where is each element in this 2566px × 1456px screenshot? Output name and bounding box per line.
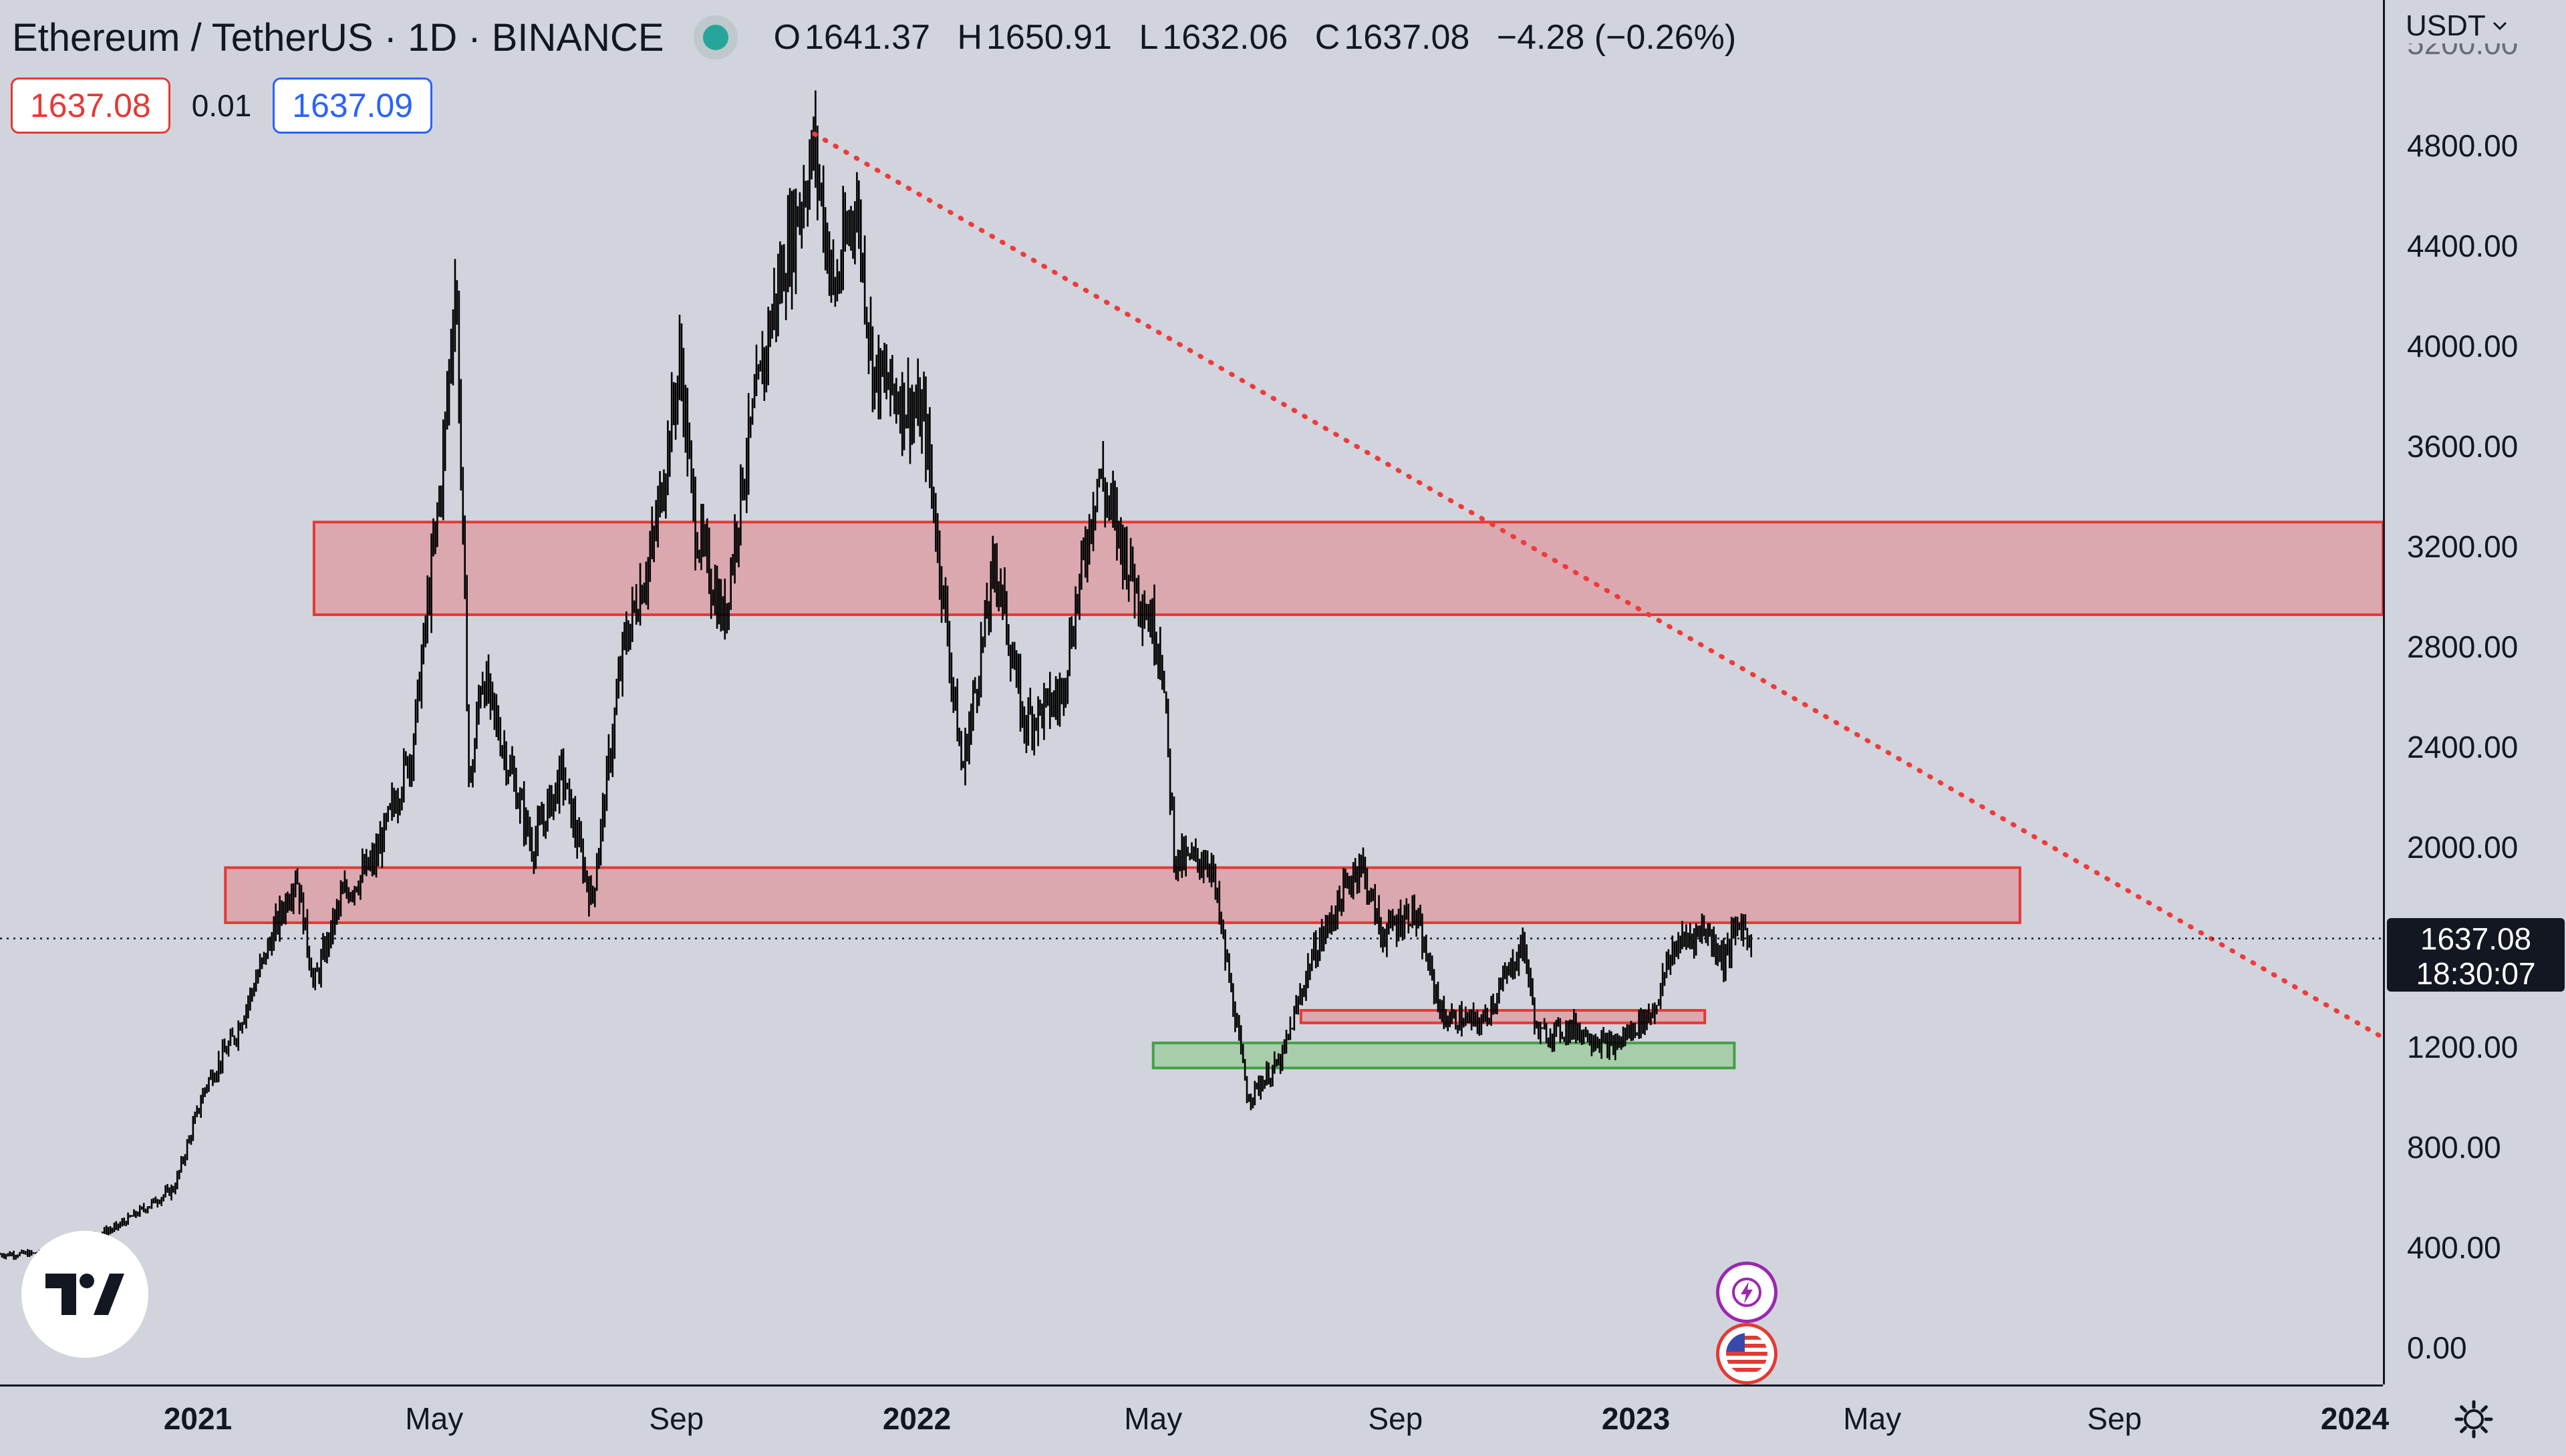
us-flag-event-icon[interactable] bbox=[1716, 1323, 1777, 1385]
price-chart[interactable] bbox=[0, 0, 2383, 1385]
descending-trendline[interactable] bbox=[812, 131, 2383, 1055]
chart-header: Ethereum / TetherUS · 1D · BINANCE O 1641… bbox=[12, 9, 1736, 65]
price-tick-1200.00: 1200.00 bbox=[2407, 1030, 2519, 1065]
price-tick-5200.00: 5200.00 bbox=[2407, 26, 2519, 61]
tradingview-logo-icon[interactable] bbox=[21, 1231, 148, 1358]
time-tick-sep: Sep bbox=[1368, 1401, 1423, 1436]
price-tick-2800.00: 2800.00 bbox=[2407, 629, 2519, 664]
last-price-label: 1637.08 18:30:07 bbox=[2387, 918, 2565, 992]
price-axis[interactable] bbox=[2383, 0, 2566, 1385]
price-tick-3200.00: 3200.00 bbox=[2407, 529, 2519, 564]
price-tick-4400.00: 4400.00 bbox=[2407, 229, 2519, 264]
currency-label: USDT bbox=[2406, 9, 2486, 42]
price-tick-4000.00: 4000.00 bbox=[2407, 329, 2519, 363]
time-tick-2023: 2023 bbox=[1601, 1401, 1671, 1436]
time-tick-sep: Sep bbox=[649, 1401, 704, 1436]
time-tick-may: May bbox=[1124, 1401, 1183, 1436]
price-tick-4800.00: 4800.00 bbox=[2407, 128, 2519, 164]
chevron-down-icon bbox=[2492, 21, 2507, 31]
resistance-zone-1[interactable] bbox=[312, 521, 2383, 616]
price-tick-400.00: 400.00 bbox=[2407, 1230, 2501, 1266]
currency-selector[interactable]: USDT bbox=[2406, 9, 2507, 43]
last-price-value: 1637.08 bbox=[2420, 921, 2532, 956]
resistance-zone-2[interactable] bbox=[224, 866, 2021, 924]
time-tick-sep: Sep bbox=[2087, 1401, 2142, 1436]
symbol-title[interactable]: Ethereum / TetherUS · 1D · BINANCE bbox=[12, 15, 664, 59]
time-tick-may: May bbox=[1843, 1401, 1902, 1436]
sell-button[interactable]: 1637.08 bbox=[11, 78, 170, 134]
lightning-icon bbox=[1732, 1278, 1761, 1307]
bar-countdown: 18:30:07 bbox=[2416, 956, 2536, 991]
market-status-icon[interactable] bbox=[693, 15, 738, 59]
change-value: −4.28 (−0.26%) bbox=[1496, 18, 1737, 57]
time-tick-2022: 2022 bbox=[882, 1401, 952, 1436]
support-zone[interactable] bbox=[1151, 1041, 1736, 1070]
time-tick-2021: 2021 bbox=[163, 1401, 233, 1436]
price-tick-800.00: 800.00 bbox=[2407, 1130, 2501, 1165]
us-flag-icon bbox=[1726, 1333, 1767, 1374]
buy-button[interactable]: 1637.09 bbox=[273, 78, 433, 134]
open-label: O bbox=[773, 18, 801, 57]
spread-value: 0.01 bbox=[191, 88, 252, 123]
close-label: C bbox=[1314, 18, 1340, 57]
price-tick-0.00: 0.00 bbox=[2407, 1330, 2467, 1365]
time-axis[interactable] bbox=[0, 1385, 2383, 1456]
buy-sell-panel: 1637.08 0.01 1637.09 bbox=[11, 78, 433, 134]
close-value: 1637.08 bbox=[1344, 18, 1470, 57]
minor-resistance-zone[interactable] bbox=[1299, 1009, 1707, 1024]
tradingview-mark-icon bbox=[45, 1274, 124, 1315]
low-label: L bbox=[1139, 18, 1159, 57]
time-tick-may: May bbox=[405, 1401, 464, 1436]
lightning-event-icon[interactable] bbox=[1716, 1262, 1777, 1323]
price-tick-2400.00: 2400.00 bbox=[2407, 729, 2519, 764]
price-tick-2000.00: 2000.00 bbox=[2407, 829, 2519, 865]
high-label: H bbox=[957, 18, 983, 57]
price-tick-3600.00: 3600.00 bbox=[2407, 428, 2519, 464]
time-tick-2024: 2024 bbox=[2320, 1401, 2390, 1436]
ohlc-legend: O 1641.37 H 1650.91 L 1632.06 C 1637.08 −4.2… bbox=[774, 17, 1737, 57]
open-value: 1641.37 bbox=[805, 18, 930, 57]
settings-gear-icon[interactable] bbox=[2454, 1399, 2494, 1439]
high-value: 1650.91 bbox=[986, 18, 1112, 57]
low-value: 1632.06 bbox=[1162, 18, 1288, 57]
